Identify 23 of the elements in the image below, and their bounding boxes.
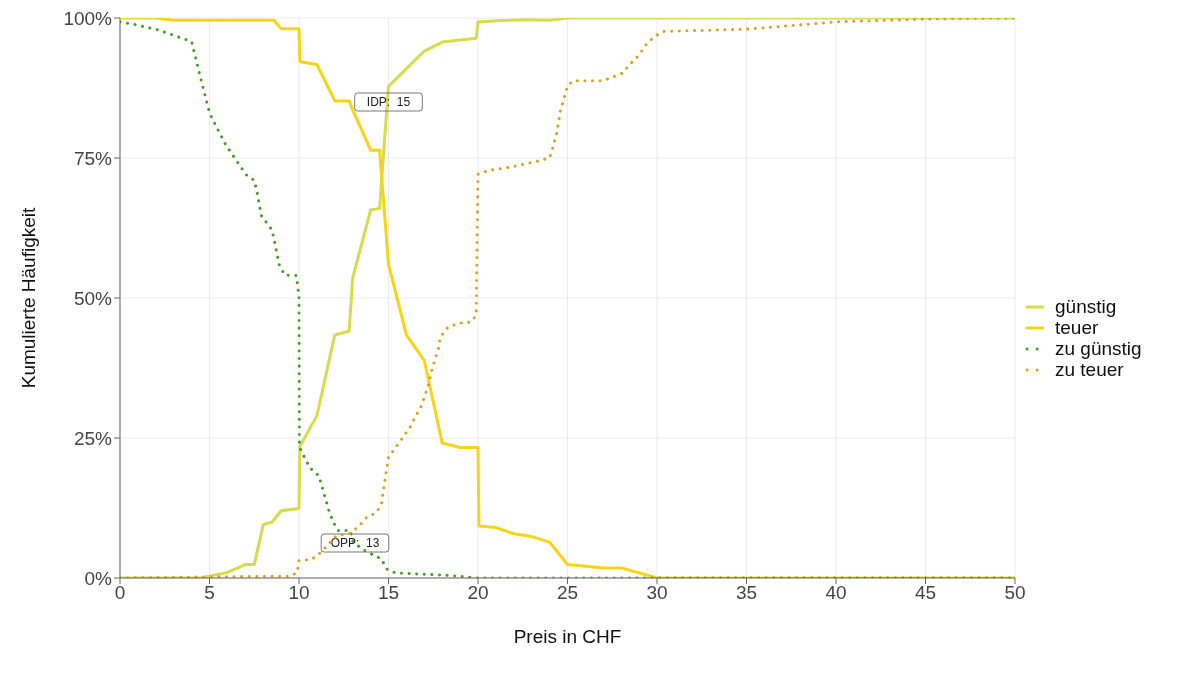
x-tick-label: 40 — [825, 582, 847, 604]
x-tick-label: 50 — [1004, 582, 1026, 604]
legend-label: zu teuer — [1055, 359, 1124, 380]
y-tick-label: 100% — [63, 7, 113, 29]
legend-label: teuer — [1055, 317, 1099, 338]
annotation: OPP: 13 — [330, 536, 380, 550]
x-tick-label: 10 — [288, 582, 310, 604]
y-tick-label: 75% — [73, 147, 113, 169]
x-tick-label: 20 — [467, 582, 489, 604]
x-axis-title: Preis in CHF — [513, 626, 622, 647]
x-tick-label: 5 — [204, 582, 215, 604]
x-tick-label: 15 — [377, 582, 400, 604]
x-tick-label: 30 — [646, 582, 668, 604]
legend-label: günstig — [1055, 296, 1117, 317]
x-tick-label: 35 — [735, 582, 758, 604]
y-tick-label: 25% — [73, 427, 113, 449]
y-axis-title: Kumulierte Häufigkeit — [17, 206, 39, 389]
x-tick-label: 45 — [914, 582, 937, 604]
y-tick-label: 50% — [73, 287, 113, 309]
legend-label: zu günstig — [1055, 338, 1142, 359]
x-tick-label: 0 — [114, 582, 126, 604]
y-tick-label: 0% — [84, 567, 113, 589]
x-tick-label: 25 — [556, 582, 579, 604]
